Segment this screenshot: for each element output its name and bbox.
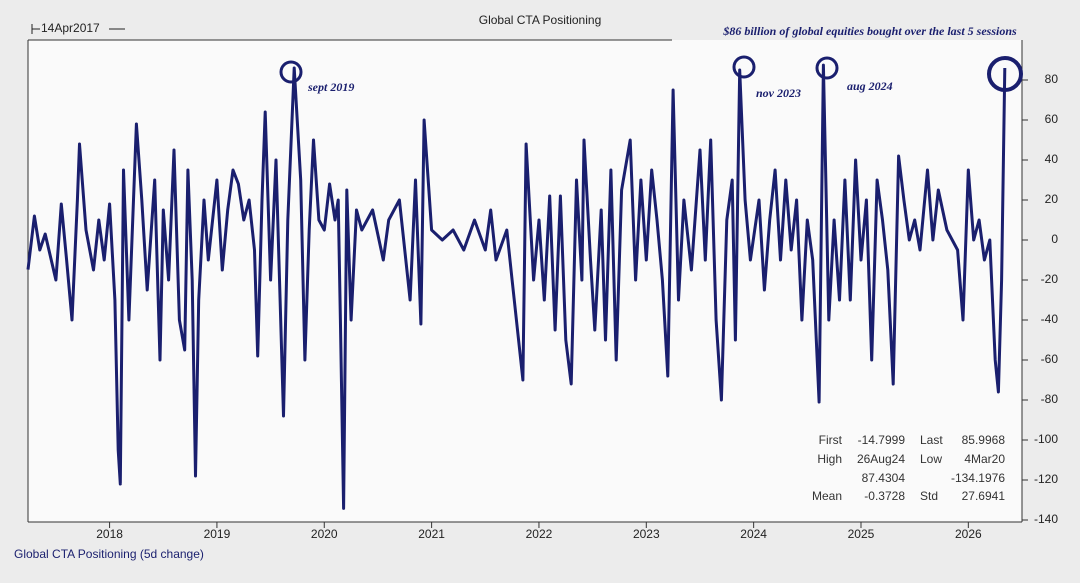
stat-label: Std [920,489,938,503]
stat-label: Mean [812,489,842,503]
y-tick-label: -20 [1041,272,1059,286]
y-tick-label: -100 [1034,432,1058,446]
y-tick-label: -140 [1034,512,1058,526]
stat-value: 87.4304 [862,471,906,485]
highlight-circle [732,55,756,79]
x-tick-label: 2024 [740,527,767,541]
annotation: sept 2019 [307,80,354,94]
legend-entry: Global CTA Positioning (5d change) [14,547,204,561]
headline: $86 billion of global equities bought ov… [722,24,1017,38]
stat-value: -0.3728 [864,489,905,503]
y-tick-label: 80 [1045,72,1059,86]
y-tick-label: 60 [1045,112,1059,126]
date-label: 14Apr2017 [41,21,100,35]
y-tick-label: -60 [1041,352,1059,366]
y-tick-label: -80 [1041,392,1059,406]
x-tick-label: 2022 [526,527,553,541]
stat-value: 26Aug24 [857,452,905,466]
y-tick-label: -120 [1034,472,1058,486]
stat-value: -14.7999 [858,433,906,447]
data-line [26,63,1007,510]
annotation: aug 2024 [847,79,893,93]
y-tick-label: 20 [1045,192,1059,206]
x-tick-label: 2021 [418,527,445,541]
y-tick-label: 0 [1051,232,1058,246]
highlight-circle [279,60,303,84]
stat-label: First [819,433,843,447]
stat-value: 27.6941 [962,489,1006,503]
annotation: nov 2023 [756,86,801,100]
x-tick-label: 2026 [955,527,982,541]
x-tick-label: 2020 [311,527,338,541]
stat-label: High [817,452,842,466]
chart-title: Global CTA Positioning [479,13,602,27]
stat-value: -134.1976 [951,471,1005,485]
y-tick-label: 40 [1045,152,1059,166]
x-tick-label: 2025 [848,527,875,541]
stat-value: 85.9968 [962,433,1006,447]
highlight-circle [815,56,839,80]
x-tick-label: 2019 [204,527,231,541]
x-tick-label: 2018 [96,527,123,541]
x-tick-label: 2023 [633,527,660,541]
stat-label: Low [920,452,942,466]
y-tick-label: -40 [1041,312,1059,326]
stat-label: Last [920,433,943,447]
stat-value: 4Mar20 [964,452,1005,466]
